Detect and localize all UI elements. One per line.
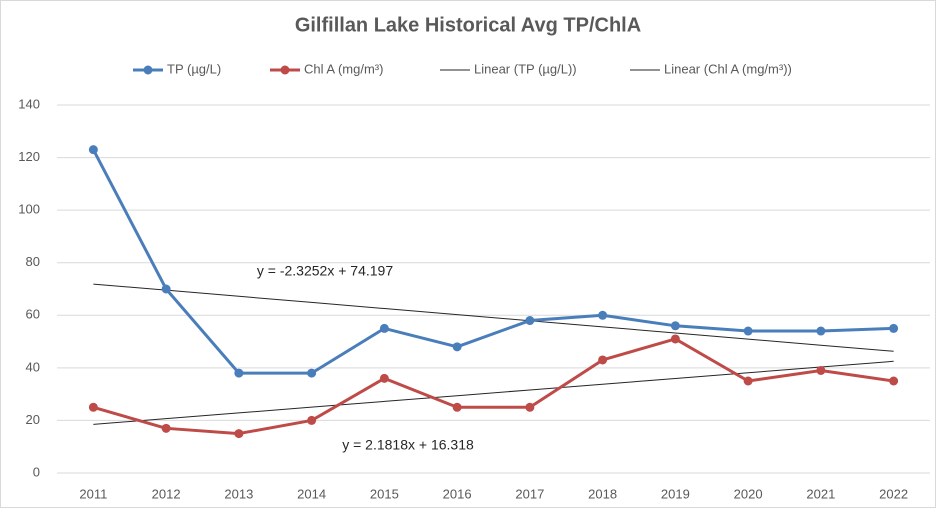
- y-tick-label: 20: [26, 412, 40, 427]
- series-line: [92, 148, 894, 375]
- series-line: [93, 283, 894, 352]
- point: [889, 376, 899, 386]
- y-tick-label: 0: [33, 464, 40, 479]
- point: [88, 145, 98, 155]
- x-tick-label: 2019: [661, 486, 690, 501]
- y-tick-label: 120: [18, 149, 40, 164]
- point: [161, 284, 171, 294]
- series-line: [93, 360, 894, 425]
- point: [234, 429, 244, 439]
- x-tick-label: 2016: [443, 486, 472, 501]
- y-tick-label: 140: [18, 96, 40, 111]
- chart-title: Gilfillan Lake Historical Avg TP/ChlA: [295, 14, 641, 36]
- legend-label: Linear (Chl A (mg/m³)): [664, 61, 792, 76]
- legend-label: Linear (TP (µg/L)): [474, 61, 577, 76]
- x-tick-label: 2013: [224, 486, 253, 501]
- point: [88, 402, 98, 412]
- point: [525, 316, 535, 326]
- x-tick-label: 2022: [879, 486, 908, 501]
- point: [379, 373, 389, 383]
- point: [452, 342, 462, 352]
- y-tick-label: 40: [26, 359, 40, 374]
- point: [598, 355, 608, 365]
- series-line: [92, 337, 894, 436]
- y-tick-label: 80: [26, 254, 40, 269]
- annotation: y = -2.3252x + 74.197: [257, 263, 393, 279]
- x-tick-label: 2020: [734, 486, 763, 501]
- point: [889, 323, 899, 333]
- point: [743, 326, 753, 336]
- legend-marker: [280, 65, 290, 75]
- x-tick-label: 2015: [370, 486, 399, 501]
- x-tick-label: 2014: [297, 486, 326, 501]
- point: [161, 423, 171, 433]
- point: [598, 310, 608, 320]
- point: [234, 368, 244, 378]
- point: [743, 376, 753, 386]
- point: [816, 365, 826, 375]
- x-tick-label: 2012: [152, 486, 181, 501]
- x-tick-label: 2018: [588, 486, 617, 501]
- x-tick-label: 2011: [79, 486, 107, 501]
- legend-marker: [143, 65, 153, 75]
- point: [307, 415, 317, 425]
- annotation: y = 2.1818x + 16.318: [342, 437, 474, 453]
- y-tick-label: 60: [26, 307, 40, 322]
- point: [307, 368, 317, 378]
- legend-label: TP (µg/L): [167, 61, 221, 76]
- y-tick-label: 100: [18, 202, 40, 217]
- x-tick-label: 2021: [806, 486, 835, 501]
- x-tick-label: 2017: [515, 486, 544, 501]
- legend-label: Chl A (mg/m³): [304, 61, 383, 76]
- point: [670, 334, 680, 344]
- point: [816, 326, 826, 336]
- point: [379, 323, 389, 333]
- point: [525, 402, 535, 412]
- point: [670, 321, 680, 331]
- point: [452, 402, 462, 412]
